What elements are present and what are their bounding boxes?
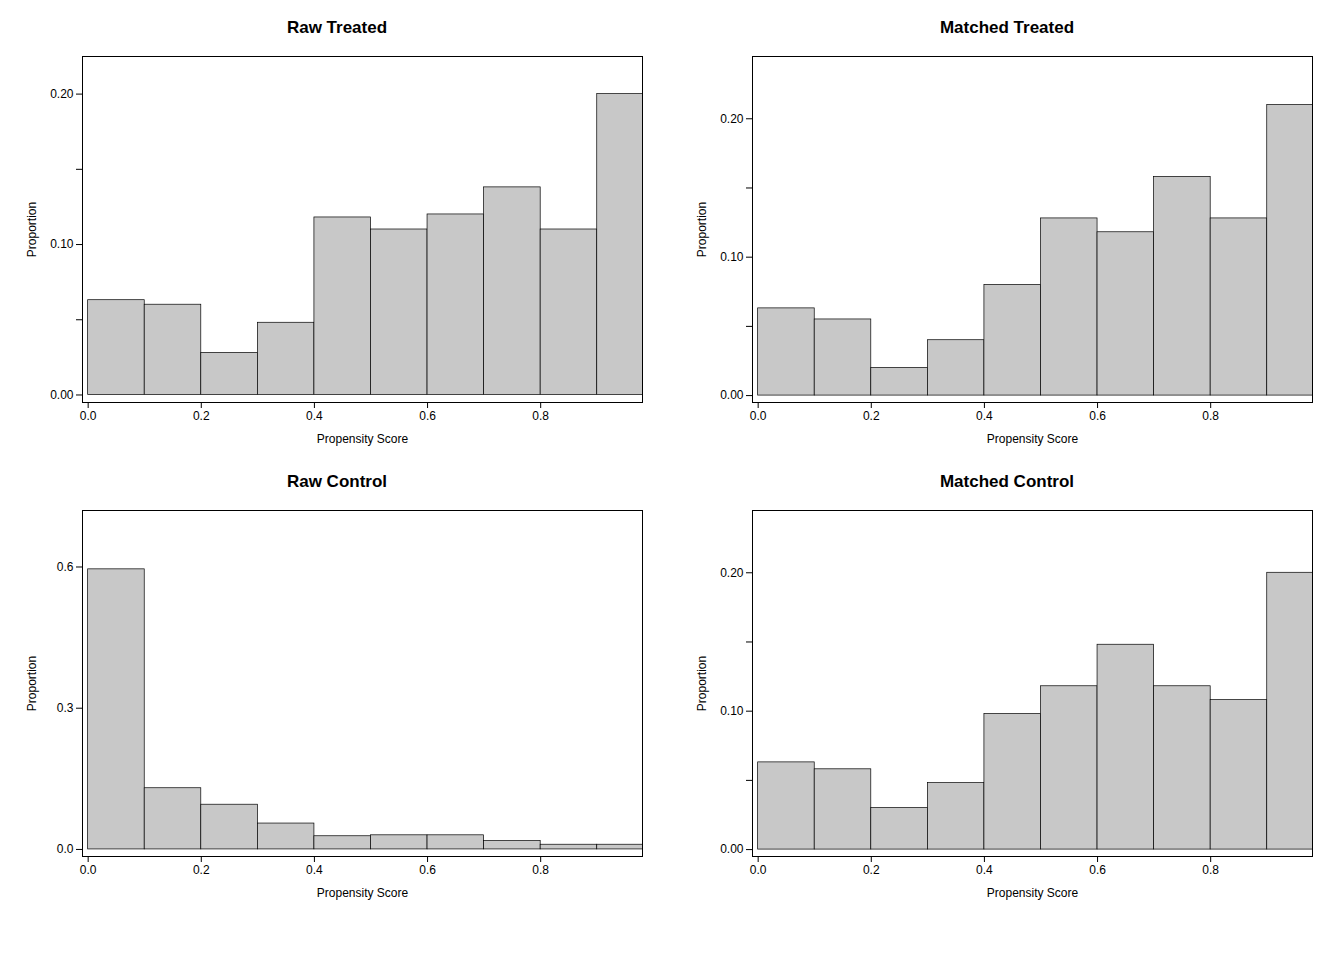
svg-text:0.10: 0.10	[50, 237, 74, 251]
svg-text:0.4: 0.4	[306, 863, 323, 877]
svg-text:0.6: 0.6	[57, 560, 74, 574]
svg-text:0.00: 0.00	[50, 388, 74, 402]
svg-text:0.0: 0.0	[57, 842, 74, 856]
svg-text:0.4: 0.4	[306, 409, 323, 423]
svg-text:0.2: 0.2	[863, 863, 880, 877]
svg-text:Propensity Score: Propensity Score	[317, 886, 409, 900]
svg-text:0.0: 0.0	[750, 409, 767, 423]
svg-text:Proportion: Proportion	[25, 202, 39, 257]
svg-text:0.00: 0.00	[720, 388, 744, 402]
svg-text:Proportion: Proportion	[25, 656, 39, 711]
svg-text:0.0: 0.0	[80, 409, 97, 423]
svg-text:0.3: 0.3	[57, 701, 74, 715]
svg-text:0.20: 0.20	[720, 112, 744, 126]
svg-text:0.20: 0.20	[50, 87, 74, 101]
svg-text:0.4: 0.4	[976, 863, 993, 877]
svg-text:0.0: 0.0	[750, 863, 767, 877]
svg-text:0.4: 0.4	[976, 409, 993, 423]
svg-text:Propensity Score: Propensity Score	[987, 432, 1079, 446]
svg-text:0.10: 0.10	[720, 250, 744, 264]
svg-text:Propensity Score: Propensity Score	[317, 432, 409, 446]
svg-text:0.10: 0.10	[720, 704, 744, 718]
html-text:Matched Treated: Matched Treated	[939, 18, 1075, 37]
svg-text:0.6: 0.6	[419, 409, 436, 423]
svg-text:0.00: 0.00	[720, 842, 744, 856]
html-text:Raw Treated: Raw Treated	[286, 18, 388, 37]
html-text:Matched Control: Matched Control	[939, 472, 1074, 491]
svg-text:0.2: 0.2	[193, 863, 210, 877]
svg-text:0.2: 0.2	[193, 409, 210, 423]
svg-text:0.0: 0.0	[80, 863, 97, 877]
svg-text:0.8: 0.8	[1202, 863, 1219, 877]
svg-text:0.6: 0.6	[1089, 409, 1106, 423]
html-text:Raw Control: Raw Control	[286, 472, 387, 491]
svg-text:0.8: 0.8	[532, 409, 549, 423]
svg-text:Proportion: Proportion	[695, 202, 709, 257]
svg-text:0.6: 0.6	[1089, 863, 1106, 877]
svg-text:Propensity Score: Propensity Score	[987, 886, 1079, 900]
svg-text:0.2: 0.2	[863, 409, 880, 423]
svg-text:0.8: 0.8	[1202, 409, 1219, 423]
svg-text:Proportion: Proportion	[695, 656, 709, 711]
svg-text:0.8: 0.8	[532, 863, 549, 877]
svg-text:0.20: 0.20	[720, 566, 744, 580]
svg-text:0.6: 0.6	[419, 863, 436, 877]
